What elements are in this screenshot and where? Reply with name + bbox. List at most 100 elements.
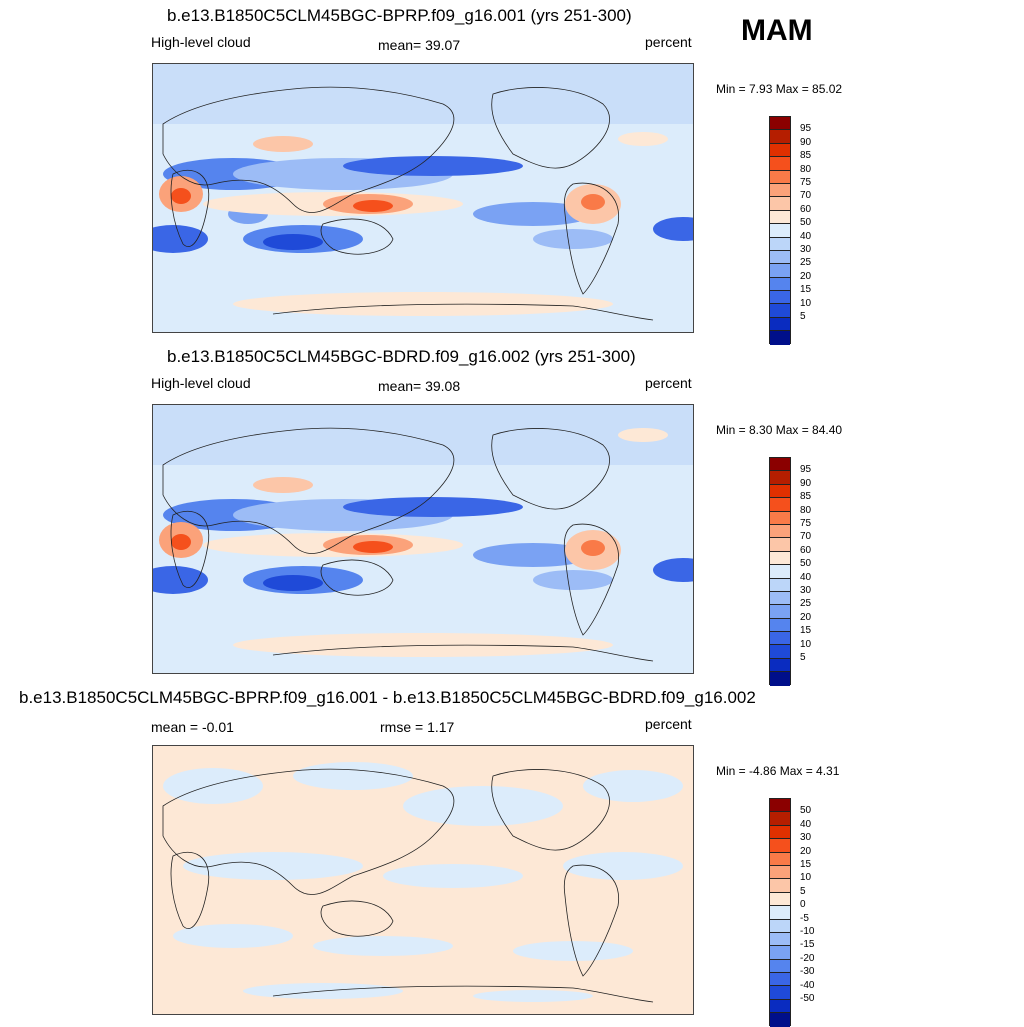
panel2-colorbar-tick-label: 25 [800,598,812,610]
panel2-colorbar-tick-label: 20 [800,611,812,623]
panel1-mean-label: mean= 39.07 [378,37,461,53]
panel2-colorbar-tick-label: 15 [800,625,812,637]
panel2-contour-field [153,405,693,673]
panel1-map [152,63,694,333]
panel1-colorbar [769,116,791,345]
panel3-colorbar-tick-label: 50 [800,805,812,817]
panel3-colorbar-tick-label: -40 [800,979,815,991]
panel1-colorbar-swatch [770,277,790,292]
panel3-rmse-label: rmse = 1.17 [380,719,455,735]
panel3-colorbar-swatch [770,919,790,933]
panel3-colorbar-tick-label: -10 [800,926,815,937]
panel1-colorbar-tick-label: 15 [800,284,812,296]
panel1-colorbar-swatch [770,117,790,131]
panel2-colorbar-tick-label: 40 [800,571,812,583]
panel2-colorbar-swatch [770,498,790,512]
panel3-colorbar-tick-label: 10 [800,872,812,884]
panel1-colorbar-swatch [770,170,790,184]
panel1-colorbar-tick-label: 20 [800,270,812,282]
panel1-colorbar-tick-label: 60 [800,203,812,215]
panel3-colorbar-tick-label: 40 [800,818,812,830]
panel2-colorbar-swatch [770,672,790,686]
season-label: MAM [741,14,813,47]
panel2-title: b.e13.B1850C5CLM45BGC-BDRD.f09_g16.002 (… [167,347,636,366]
panel3-colorbar-swatch [770,906,790,920]
panel1-colorbar-tick-label: 90 [800,136,812,148]
panel1-variable-label: High-level cloud [151,34,251,50]
panel3-colorbar-swatch [770,812,790,826]
panel2-colorbar [769,457,791,686]
panel2-map [152,404,694,674]
panel3-colorbar-swatch [770,946,790,960]
panel3-colorbar-tick-label: -50 [800,993,815,1004]
panel3-units-label: percent [645,716,692,732]
panel1-contour-field [153,64,693,332]
panel1-colorbar-swatch [770,304,790,318]
panel2-colorbar-tick-label: 30 [800,585,812,596]
panel1-colorbar-swatch [770,264,790,278]
panel3-colorbar-swatch [770,892,790,907]
panel1-title: b.e13.B1850C5CLM45BGC-BPRP.f09_g16.001 (… [167,6,632,25]
panel3-colorbar-tick-label: 0 [800,899,806,911]
panel2-colorbar-swatch [770,578,790,592]
panel2-colorbar-tick-label: 75 [800,518,812,529]
panel1-colorbar-swatch [770,331,790,345]
panel1-colorbar-swatch [770,157,790,171]
panel2-colorbar-swatch [770,632,790,646]
panel3-colorbar-tick-label: 20 [800,845,812,857]
panel2-colorbar-swatch [770,524,790,539]
panel3-colorbar-swatch [770,799,790,813]
panel1-colorbar-swatch [770,130,790,144]
panel2-colorbar-swatch [770,538,790,552]
panel2-colorbar-swatch [770,618,790,633]
panel2-colorbar-swatch [770,565,790,579]
panel2-minmax: Min = 8.30 Max = 84.40 [716,423,843,437]
panel3-colorbar-swatch [770,839,790,853]
panel3-contour-field [153,746,693,1014]
panel3-colorbar-tick-label: -15 [800,939,815,951]
panel3-colorbar-swatch [770,932,790,947]
panel1-colorbar-swatch [770,183,790,198]
panel3-colorbar-swatch [770,879,790,893]
panel2-colorbar-swatch [770,645,790,659]
panel1-colorbar-swatch [770,197,790,211]
panel2-colorbar-tick-label: 70 [800,531,812,543]
panel3-colorbar [769,798,791,1027]
panel3-colorbar-swatch [770,986,790,1000]
panel2-colorbar-tick-label: 80 [800,504,812,516]
panel1-colorbar-swatch [770,250,790,265]
panel1-colorbar-tick-label: 50 [800,217,812,229]
panel2-colorbar-tick-label: 90 [800,477,812,489]
panel1-colorbar-swatch [770,317,790,332]
panel2-colorbar-tick-label: 85 [800,491,812,503]
panel1-colorbar-swatch [770,291,790,305]
panel1-colorbar-tick-label: 80 [800,163,812,175]
panel3-colorbar-swatch [770,852,790,866]
panel2-colorbar-swatch [770,605,790,619]
panel2-colorbar-swatch [770,658,790,673]
panel3-colorbar-swatch [770,999,790,1014]
panel2-variable-label: High-level cloud [151,375,251,391]
panel1-colorbar-tick-label: 5 [800,311,806,322]
panel2-colorbar-swatch [770,511,790,525]
panel1-colorbar-swatch [770,224,790,238]
panel1-units-label: percent [645,34,692,50]
panel1-colorbar-tick-label: 95 [800,123,812,135]
panel3-colorbar-tick-label: 15 [800,859,812,870]
panel1-colorbar-swatch [770,143,790,158]
panel3-colorbar-tick-label: -5 [800,912,809,924]
panel2-colorbar-swatch [770,458,790,472]
panel1-colorbar-tick-label: 10 [800,297,812,309]
panel2-colorbar-tick-label: 10 [800,638,812,650]
panel3-map [152,745,694,1015]
panel3-mean-label: mean = -0.01 [151,719,234,735]
panel1-colorbar-tick-label: 40 [800,230,812,242]
panel2-colorbar-tick-label: 5 [800,652,806,663]
panel1-colorbar-swatch [770,210,790,225]
panel1-colorbar-tick-label: 75 [800,177,812,188]
panel1-colorbar-swatch [770,237,790,251]
panel2-colorbar-tick-label: 95 [800,464,812,476]
panel2-colorbar-tick-label: 50 [800,558,812,570]
panel2-colorbar-swatch [770,591,790,606]
panel2-colorbar-swatch [770,484,790,499]
